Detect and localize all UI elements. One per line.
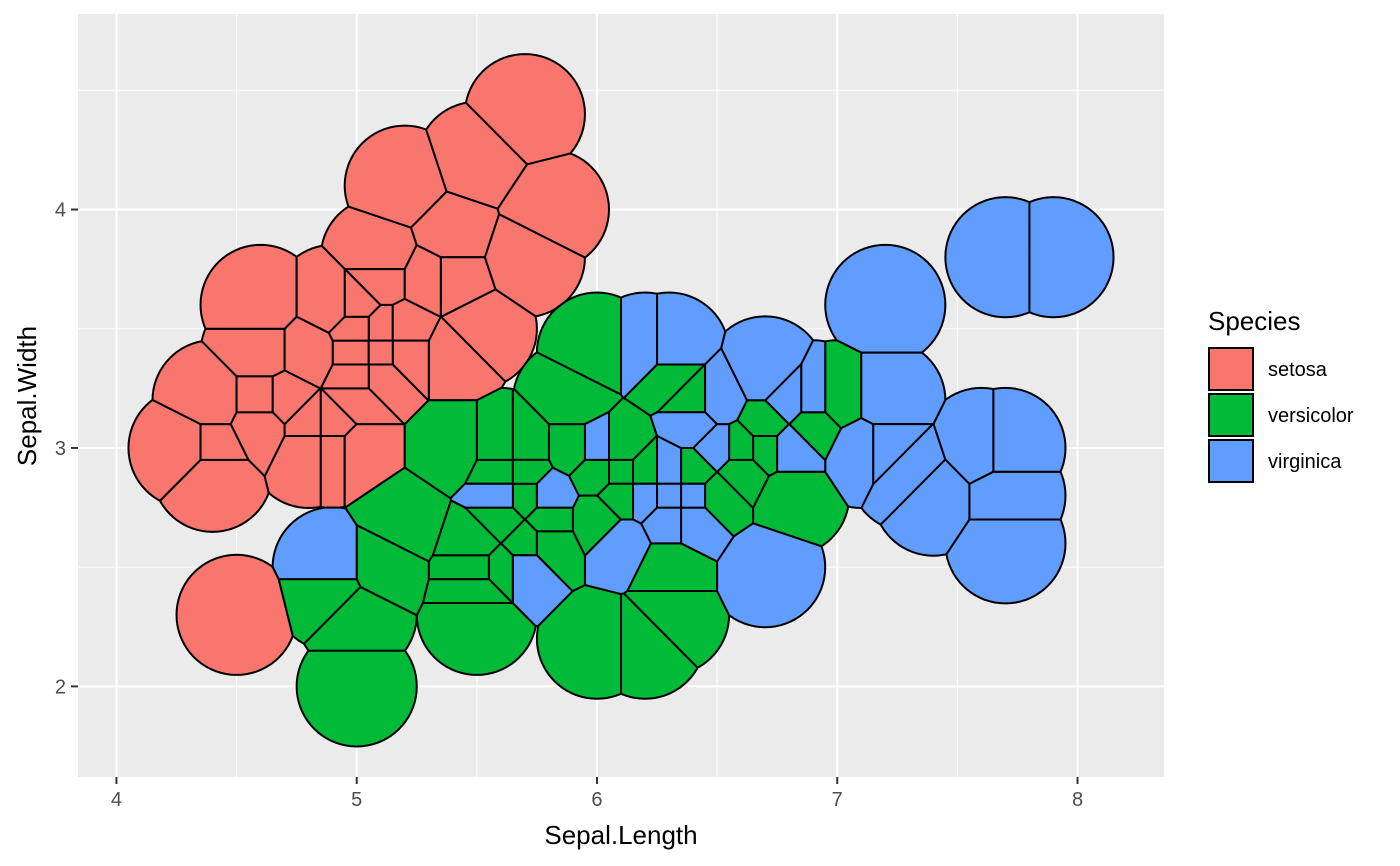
voronoi-cell-setosa [319, 363, 370, 390]
voronoi-cell-setosa [327, 315, 370, 342]
voronoi-cell-setosa [425, 101, 529, 210]
y-axis-title: Sepal.Width [12, 326, 42, 466]
voronoi-cell-setosa [295, 244, 346, 334]
x-tick-label: 4 [111, 789, 122, 811]
legend-items: setosa versicolor virginica [1208, 347, 1354, 483]
voronoi-cell-versicolor [620, 592, 699, 700]
legend: Species setosa versicolor virginica [1208, 306, 1354, 483]
voronoi-cell-virginica [583, 411, 610, 461]
legend-key-virginica [1208, 439, 1254, 483]
voronoi-cell-setosa [283, 387, 322, 438]
voronoi-cell-virginica [716, 522, 827, 629]
y-tick-label: 2 [55, 676, 66, 698]
voronoi-cell-versicolor [427, 554, 490, 581]
voronoi-cell-virginica [860, 351, 947, 426]
voronoi-cell-virginica [879, 458, 971, 557]
voronoi-cells [127, 53, 1115, 748]
voronoi-cell-versicolor [475, 386, 514, 461]
voronoi-cell-virginica [720, 315, 815, 402]
voronoi-cell-setosa [403, 244, 442, 318]
voronoi-cell-versicolor [752, 435, 779, 477]
voronoi-cell-setosa [175, 553, 294, 676]
voronoi-cell-virginica [449, 482, 514, 509]
voronoi-cell-virginica [872, 423, 934, 486]
legend-key-setosa [1208, 347, 1254, 391]
voronoi-cell-virginica [824, 243, 947, 354]
voronoi-cell-setosa [319, 435, 346, 509]
legend-label-virginica: virginica [1268, 451, 1342, 473]
voronoi-cell-versicolor [535, 583, 622, 700]
voronoi-cell-virginica [860, 422, 947, 526]
legend-label-setosa: setosa [1268, 359, 1328, 381]
voronoi-cell-setosa [158, 458, 270, 533]
y-axis: 2 3 4 [55, 200, 78, 698]
legend-label-versicolor: versicolor [1268, 405, 1354, 427]
voronoi-cell-setosa [331, 339, 370, 366]
voronoi-cell-setosa [127, 398, 202, 502]
x-tick-label: 5 [351, 789, 362, 811]
voronoi-cell-virginica [992, 386, 1067, 473]
voronoi-cell-versicolor [303, 585, 418, 652]
y-tick-label: 3 [55, 438, 66, 460]
voronoi-cell-virginica [535, 466, 580, 509]
voronoi-cell-virginica [656, 291, 727, 366]
voronoi-cell-virginica [656, 482, 683, 509]
voronoi-cell-setosa [263, 435, 322, 510]
legend-title: Species [1208, 306, 1301, 336]
voronoi-cell-virginica [680, 482, 707, 509]
voronoi-cell-virginica [511, 554, 574, 628]
voronoi-cell-versicolor [824, 339, 863, 430]
voronoi-cell-setosa [367, 339, 394, 366]
voronoi-cell-virginica [1028, 196, 1115, 319]
voronoi-cell-setosa [343, 124, 448, 229]
voronoi-cell-versicolor [535, 291, 622, 396]
voronoi-cell-setosa [440, 288, 538, 383]
voronoi-cell-virginica [271, 506, 358, 581]
y-tick-label: 4 [55, 200, 66, 222]
x-tick-label: 6 [591, 789, 602, 811]
voronoi-cell-virginica [968, 470, 1067, 521]
voronoi-cell-versicolor [403, 399, 478, 500]
voronoi-cell-setosa [199, 243, 298, 330]
voronoi-cell-versicolor [607, 458, 635, 485]
voronoi-cell-versicolor [415, 601, 537, 676]
voronoi-cell-virginica [649, 411, 718, 449]
x-axis: 4 5 6 7 8 [111, 777, 1083, 811]
voronoi-cell-setosa [464, 53, 586, 166]
voronoi-cell-virginica [583, 518, 652, 596]
x-axis-title: Sepal.Length [544, 820, 697, 850]
voronoi-cell-setosa [235, 375, 274, 414]
voronoi-cell-virginica [620, 291, 659, 399]
x-tick-label: 8 [1072, 789, 1083, 811]
legend-key-versicolor [1208, 393, 1254, 437]
voronoi-cell-virginica [944, 196, 1031, 319]
x-tick-label: 7 [832, 789, 843, 811]
voronoi-cell-virginica [764, 363, 803, 426]
